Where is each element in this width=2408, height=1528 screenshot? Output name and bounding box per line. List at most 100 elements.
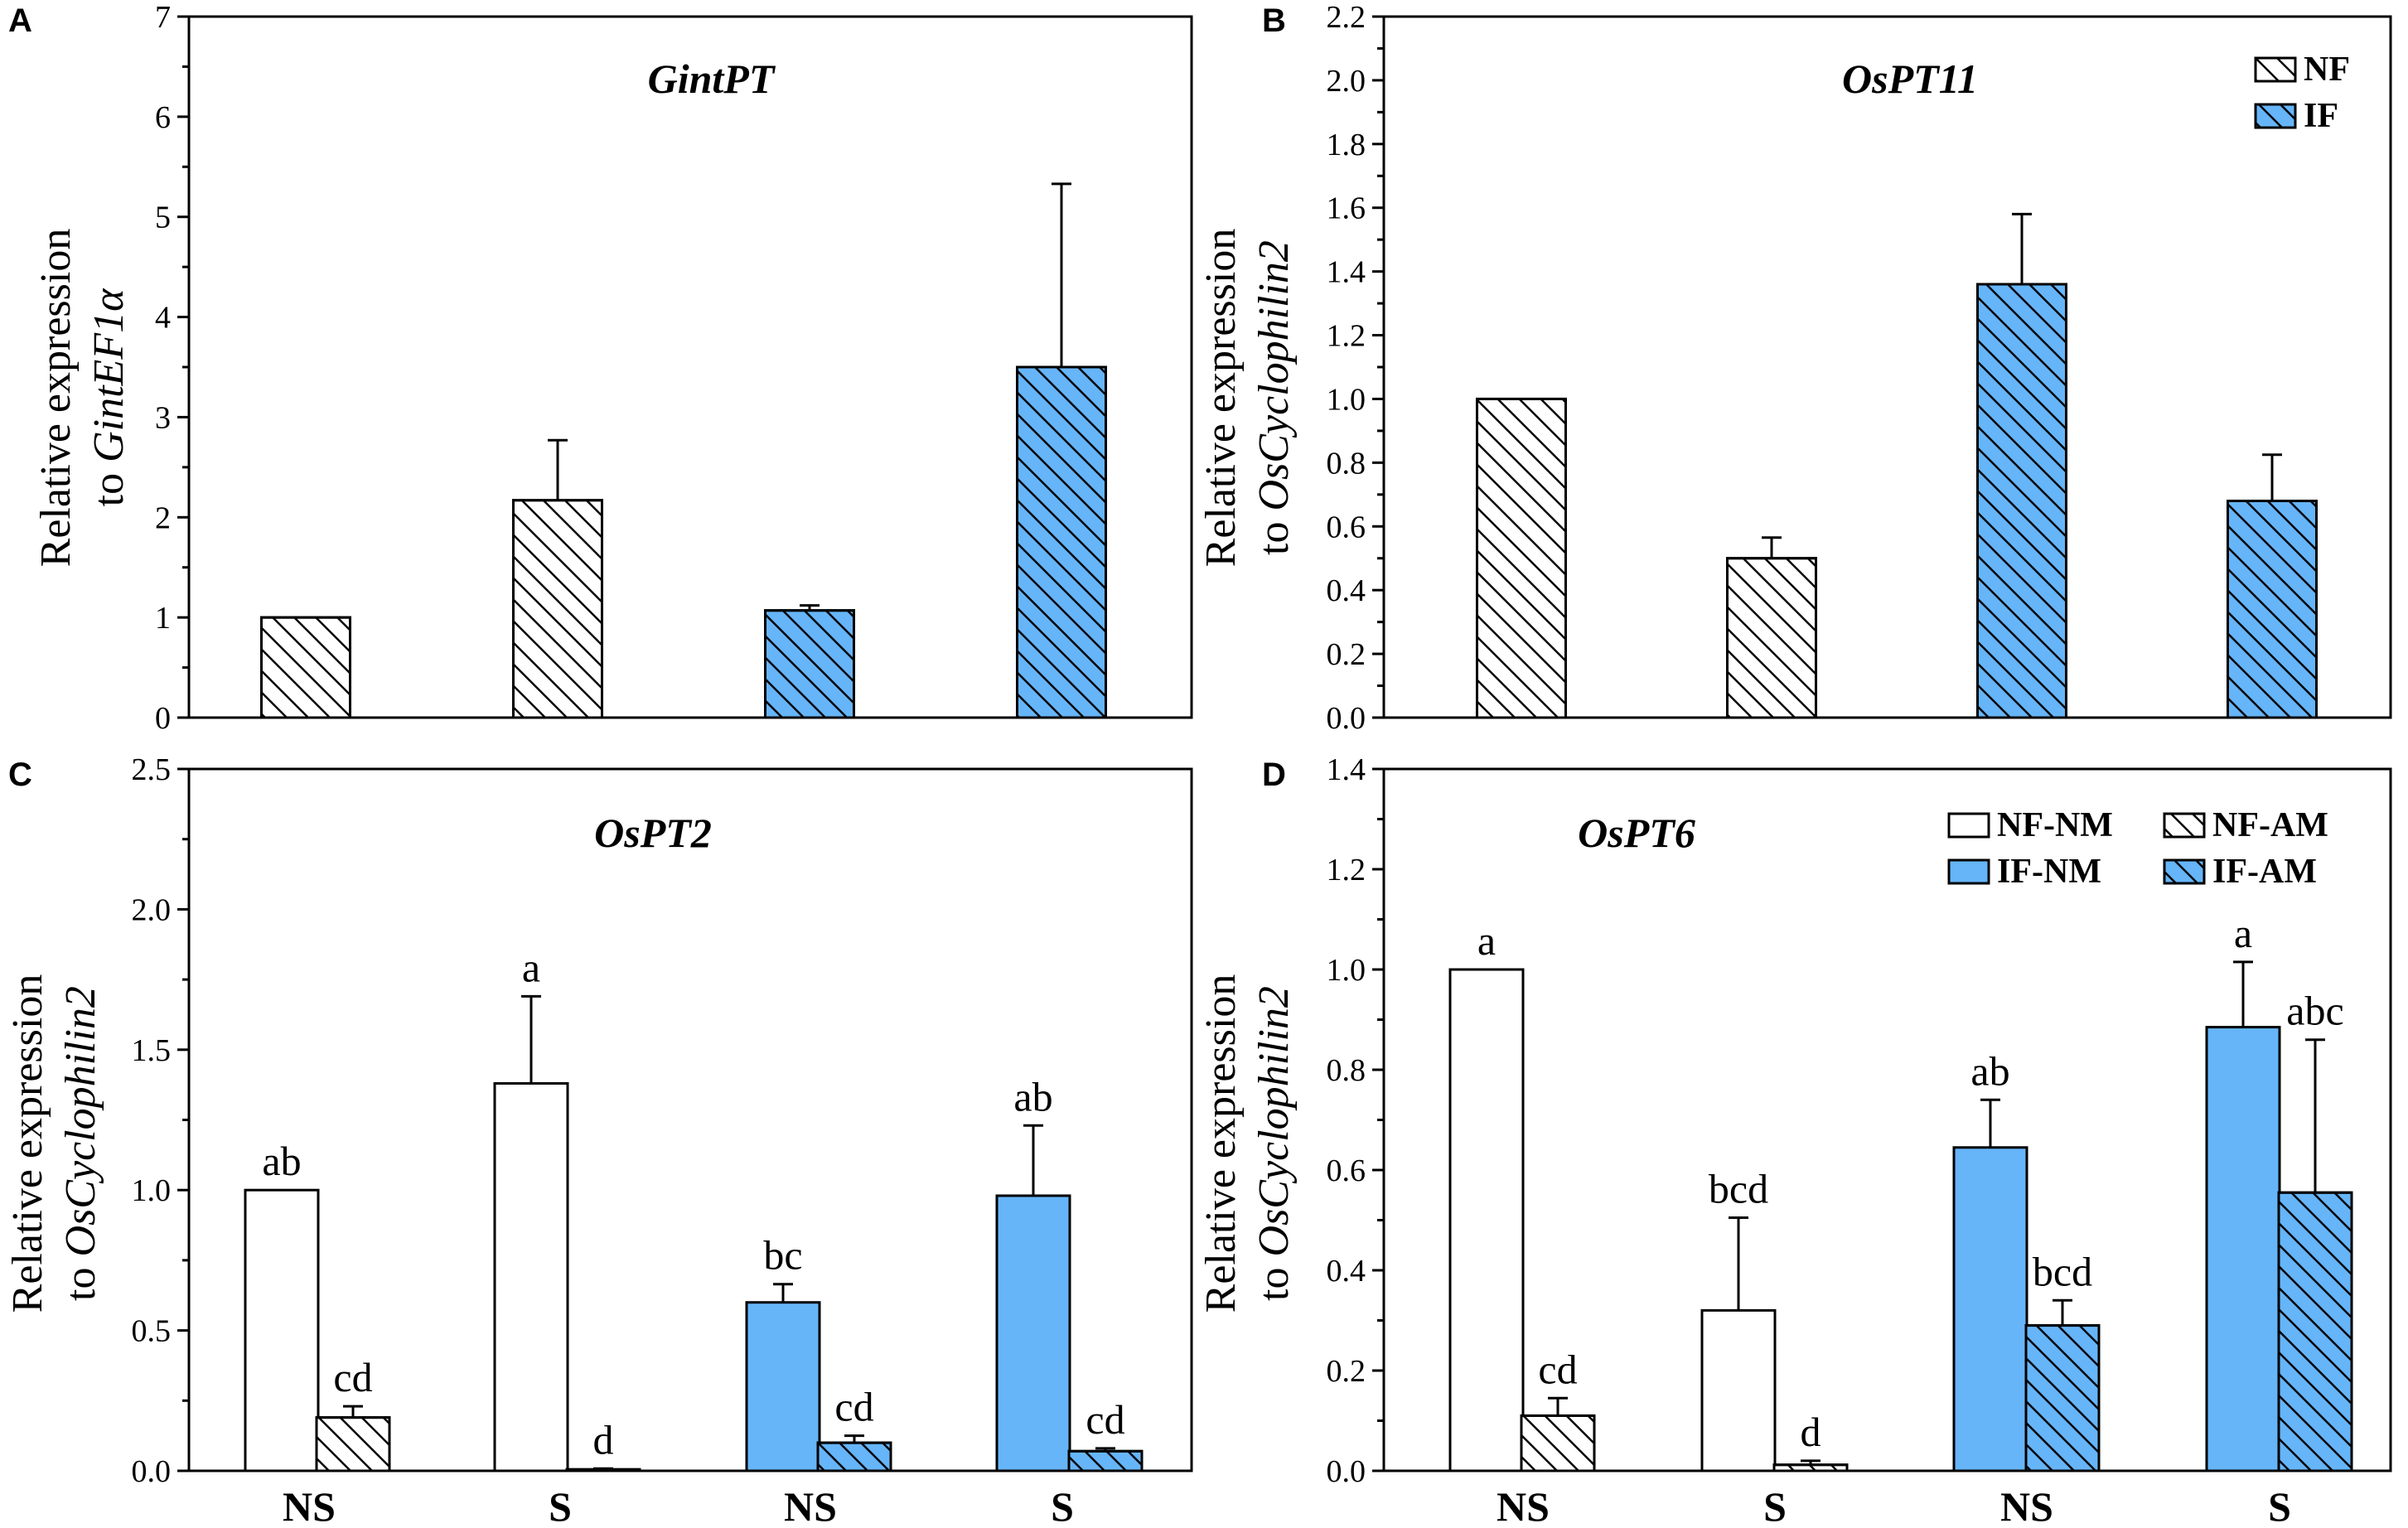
significance-label: d bbox=[593, 1416, 614, 1463]
bar-hatch bbox=[2227, 500, 2318, 719]
legend-swatch-hatch bbox=[2163, 858, 2206, 885]
x-category-label: S bbox=[1051, 1483, 1074, 1528]
y-axis-label-line1-c: Relative expression bbox=[4, 974, 51, 1313]
bar-hatch bbox=[1976, 283, 2067, 719]
significance-label: abc bbox=[2286, 988, 2343, 1034]
y-tick-label: 2.5 bbox=[132, 752, 172, 787]
significance-label: cd bbox=[834, 1384, 873, 1430]
bar bbox=[745, 1301, 821, 1472]
x-category-label: NS bbox=[283, 1483, 336, 1528]
y-tick-label: 0.4 bbox=[1327, 573, 1366, 608]
legend-swatch-hatch bbox=[2163, 812, 2206, 839]
significance-label: bc bbox=[763, 1232, 802, 1279]
bar-hatch bbox=[1726, 557, 1817, 719]
bar-hatch bbox=[764, 609, 855, 719]
chart-title-b: OsPT11 bbox=[1842, 56, 1978, 102]
significance-label: a bbox=[522, 944, 540, 990]
y-tick-label: 1.0 bbox=[1327, 953, 1366, 988]
legend-label: IF bbox=[2304, 97, 2338, 135]
panel-b: B 0.0 0.2 0.4 0.6 0.8 1.0 1.2 1.4 1.6 1.8 2.0 2.2 O… bbox=[1197, 0, 2392, 736]
significance-label: a bbox=[1477, 917, 1496, 964]
y-axis-label-gene-c: OsCyclophilin2 bbox=[57, 986, 104, 1256]
y-axis-label-prefix-b: to bbox=[1250, 510, 1298, 554]
bar bbox=[995, 1194, 1071, 1472]
legend-swatch bbox=[1947, 812, 1990, 839]
significance-label: cd bbox=[1086, 1396, 1124, 1443]
y-axis-label-prefix-c: to bbox=[57, 1256, 104, 1300]
x-category-label: S bbox=[2268, 1483, 2291, 1528]
y-tick-label: 1.2 bbox=[1327, 319, 1366, 354]
bar bbox=[1700, 1308, 1777, 1472]
legend-b: NF IF bbox=[2254, 51, 2350, 135]
y-axis-label-line1-b: Relative expression bbox=[1197, 229, 1245, 568]
y-tick-label: 0.2 bbox=[1327, 637, 1366, 672]
y-tick-label: 2.2 bbox=[1327, 0, 1366, 35]
panel-letter-b: B bbox=[1262, 2, 1286, 39]
panel-d: D 0.00.20.40.60.81.01.21.4acdbcddabbcdaa… bbox=[1197, 752, 2392, 1528]
bar bbox=[244, 1188, 320, 1472]
y-axis-label-c: Relative expression to OsCyclophilin2 bbox=[4, 974, 104, 1313]
y-axis-label-a: Relative expression to GintEF1α bbox=[32, 229, 133, 568]
chart-title-c: OsPT2 bbox=[594, 810, 712, 856]
plot-area-d: 0.00.20.40.60.81.01.21.4acdbcddabbcdaabc… bbox=[1327, 752, 2392, 1528]
y-tick-label: 1 bbox=[155, 601, 171, 636]
legend-label: NF-AM bbox=[2212, 806, 2328, 844]
bar-hatch bbox=[1016, 365, 1107, 719]
plot-area-c: 0.0 0.5 1.0 1.5 2.0 2.5 ab cd a d bc cd ab cd NS S NS S bbox=[132, 752, 1193, 1528]
y-tick-label: 2 bbox=[155, 500, 171, 535]
bar bbox=[1448, 968, 1525, 1472]
chart-title-a: GintPT bbox=[648, 56, 776, 102]
panel-letter-a: A bbox=[8, 2, 32, 39]
legend-label: NF-NM bbox=[1997, 806, 2113, 844]
bar-hatch bbox=[260, 616, 351, 719]
bar-hatch bbox=[512, 499, 603, 719]
y-tick-label: 5 bbox=[155, 201, 171, 235]
y-tick-label: 7 bbox=[155, 0, 171, 35]
panel-c: C 0.0 0.5 1.0 1.5 2.0 2.5 ab cd a d bc cd ab cd NS S NS S… bbox=[4, 752, 1193, 1528]
bar-hatch bbox=[2024, 1324, 2101, 1472]
legend-swatch-hatch bbox=[2254, 103, 2297, 129]
bar bbox=[2205, 1026, 2281, 1472]
y-tick-label: 1.6 bbox=[1327, 191, 1366, 226]
x-category-label: NS bbox=[784, 1483, 837, 1528]
significance-label: cd bbox=[333, 1354, 372, 1400]
y-tick-label: 0.8 bbox=[1327, 1053, 1366, 1088]
x-category-label: NS bbox=[1497, 1483, 1550, 1528]
bar-hatch bbox=[1772, 1463, 1849, 1472]
y-axis-label-prefix-a: to bbox=[85, 462, 133, 506]
y-tick-label: 1.0 bbox=[1327, 382, 1366, 417]
legend-swatch bbox=[1947, 858, 1990, 885]
panel-letter-c: C bbox=[8, 757, 32, 793]
significance-label: d bbox=[1801, 1409, 1821, 1455]
bar bbox=[1952, 1146, 2028, 1472]
y-tick-label: 0.0 bbox=[132, 1454, 172, 1489]
plot-area-a: 0 1 2 3 4 5 6 7 bbox=[155, 0, 1193, 736]
legend-d: NF-NM NF-AM IF-NM IF-AM bbox=[1947, 806, 2328, 891]
significance-label: ab bbox=[262, 1138, 301, 1184]
x-category-label: S bbox=[549, 1483, 572, 1528]
y-axis-label-b: Relative expression to OsCyclophilin2 bbox=[1197, 229, 1298, 568]
y-tick-label: 1.8 bbox=[1327, 128, 1366, 162]
y-tick-label: 1.5 bbox=[132, 1033, 172, 1068]
y-tick-label: 0.4 bbox=[1327, 1254, 1366, 1289]
legend-label: NF bbox=[2304, 51, 2350, 89]
significance-label: a bbox=[2234, 910, 2252, 956]
bar-hatch bbox=[2277, 1191, 2353, 1472]
y-tick-label: 1.2 bbox=[1327, 853, 1366, 887]
y-tick-label: 2.0 bbox=[1327, 64, 1366, 99]
significance-label: cd bbox=[1538, 1346, 1577, 1392]
y-tick-label: 0.0 bbox=[1327, 1454, 1366, 1489]
bar-hatch bbox=[816, 1441, 892, 1472]
y-tick-label: 0 bbox=[155, 701, 171, 736]
significance-label: bcd bbox=[2033, 1248, 2092, 1294]
bar-hatch bbox=[1067, 1449, 1144, 1472]
bar-hatch bbox=[1520, 1414, 1596, 1472]
x-category-label: S bbox=[1763, 1483, 1787, 1528]
y-tick-label: 0.2 bbox=[1327, 1354, 1366, 1389]
legend-label: IF-NM bbox=[1997, 853, 2101, 891]
y-tick-label: 0.6 bbox=[1327, 1153, 1366, 1188]
y-tick-label: 1.4 bbox=[1327, 752, 1366, 787]
y-axis-label-prefix-d: to bbox=[1250, 1256, 1298, 1300]
chart-title-d: OsPT6 bbox=[1578, 810, 1695, 856]
